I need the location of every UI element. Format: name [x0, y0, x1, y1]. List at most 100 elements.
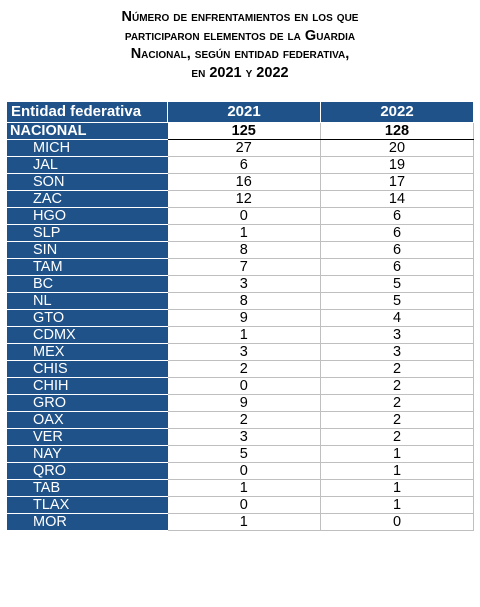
- entity-cell: SON: [6, 173, 168, 191]
- value-2022-cell: 1: [320, 462, 474, 480]
- entity-cell: NACIONAL: [6, 122, 168, 140]
- value-2022-cell: 19: [320, 156, 474, 174]
- entity-cell: GRO: [6, 394, 168, 412]
- table-row: GRO 9 2: [6, 394, 474, 412]
- table-row: GTO 9 4: [6, 309, 474, 327]
- value-2022-cell: 2: [320, 411, 474, 429]
- value-2021-cell: 2: [167, 360, 321, 378]
- value-2021-cell: 0: [167, 207, 321, 225]
- entity-cell: ZAC: [6, 190, 168, 208]
- value-2022-cell: 14: [320, 190, 474, 208]
- entity-cell: NAY: [6, 445, 168, 463]
- entity-cell: HGO: [6, 207, 168, 225]
- value-2021-cell: 16: [167, 173, 321, 191]
- value-2021-cell: 8: [167, 241, 321, 259]
- table-row: SON 16 17: [6, 173, 474, 191]
- entity-cell: JAL: [6, 156, 168, 174]
- table-row: TAB 1 1: [6, 479, 474, 497]
- entity-cell: CHIH: [6, 377, 168, 395]
- value-2021-cell: 1: [167, 513, 321, 531]
- value-2021-cell: 125: [167, 122, 321, 140]
- value-2021-cell: 9: [167, 394, 321, 412]
- entity-cell: TAB: [6, 479, 168, 497]
- table-row: ZAC 12 14: [6, 190, 474, 208]
- table-row: MOR 1 0: [6, 513, 474, 531]
- table-header-row: Entidad federativa 2021 2022: [6, 101, 474, 123]
- value-2021-cell: 0: [167, 377, 321, 395]
- entity-cell: TAM: [6, 258, 168, 276]
- value-2022-cell: 3: [320, 326, 474, 344]
- value-2021-cell: 27: [167, 139, 321, 157]
- value-2021-cell: 8: [167, 292, 321, 310]
- table-row-national: NACIONAL 125 128: [6, 122, 474, 140]
- table-row: JAL 6 19: [6, 156, 474, 174]
- entity-cell: OAX: [6, 411, 168, 429]
- value-2021-cell: 0: [167, 496, 321, 514]
- entity-cell: CHIS: [6, 360, 168, 378]
- value-2022-cell: 17: [320, 173, 474, 191]
- value-2021-cell: 0: [167, 462, 321, 480]
- header-2021: 2021: [167, 101, 321, 123]
- entity-cell: BC: [6, 275, 168, 293]
- value-2022-cell: 4: [320, 309, 474, 327]
- value-2021-cell: 9: [167, 309, 321, 327]
- title-line-3: Nacional, según entidad federativa,: [130, 46, 350, 62]
- header-2022: 2022: [320, 101, 474, 123]
- value-2021-cell: 6: [167, 156, 321, 174]
- entity-cell: NL: [6, 292, 168, 310]
- table-row: MEX 3 3: [6, 343, 474, 361]
- value-2022-cell: 20: [320, 139, 474, 157]
- value-2022-cell: 2: [320, 360, 474, 378]
- title-line-2: participaron elementos de la Guardia: [124, 27, 356, 44]
- table-row: CHIH 0 2: [6, 377, 474, 395]
- confrontations-table: Entidad federativa 2021 2022 NACIONAL 125…: [6, 101, 474, 531]
- table-row: NAY 5 1: [6, 445, 474, 463]
- value-2022-cell: 6: [320, 207, 474, 225]
- table-row: NL 8 5: [6, 292, 474, 310]
- value-2022-cell: 6: [320, 224, 474, 242]
- entity-cell: CDMX: [6, 326, 168, 344]
- title-line-4: en 2021 y 2022: [191, 64, 289, 81]
- value-2022-cell: 1: [320, 445, 474, 463]
- entity-cell: TLAX: [6, 496, 168, 514]
- value-2021-cell: 3: [167, 428, 321, 446]
- table-row: TAM 7 6: [6, 258, 474, 276]
- table-body: NACIONAL 125 128 MICH 27 20 JAL 6 19 SON 16 17 ZAC 12…: [6, 122, 474, 531]
- table-row: SIN 8 6: [6, 241, 474, 259]
- value-2021-cell: 3: [167, 275, 321, 293]
- entity-cell: QRO: [6, 462, 168, 480]
- page-title: Número de enfrentamientos en los que par…: [0, 8, 480, 82]
- entity-cell: SLP: [6, 224, 168, 242]
- table-row: CDMX 1 3: [6, 326, 474, 344]
- value-2021-cell: 12: [167, 190, 321, 208]
- title-line-1: Número de enfrentamientos en los que: [121, 9, 359, 25]
- entity-cell: MEX: [6, 343, 168, 361]
- value-2021-cell: 1: [167, 479, 321, 497]
- entity-cell: GTO: [6, 309, 168, 327]
- table-row: SLP 1 6: [6, 224, 474, 242]
- table-row: QRO 0 1: [6, 462, 474, 480]
- entity-cell: VER: [6, 428, 168, 446]
- value-2022-cell: 2: [320, 394, 474, 412]
- value-2022-cell: 5: [320, 292, 474, 310]
- value-2021-cell: 1: [167, 224, 321, 242]
- value-2022-cell: 6: [320, 241, 474, 259]
- value-2022-cell: 2: [320, 428, 474, 446]
- entity-cell: MICH: [6, 139, 168, 157]
- value-2022-cell: 6: [320, 258, 474, 276]
- table-row: VER 3 2: [6, 428, 474, 446]
- value-2022-cell: 0: [320, 513, 474, 531]
- value-2021-cell: 1: [167, 326, 321, 344]
- table-row: MICH 27 20: [6, 139, 474, 157]
- value-2022-cell: 128: [320, 122, 474, 140]
- value-2022-cell: 2: [320, 377, 474, 395]
- table-row: TLAX 0 1: [6, 496, 474, 514]
- header-entidad: Entidad federativa: [6, 101, 168, 123]
- table-row: CHIS 2 2: [6, 360, 474, 378]
- entity-cell: MOR: [6, 513, 168, 531]
- value-2022-cell: 1: [320, 496, 474, 514]
- value-2021-cell: 2: [167, 411, 321, 429]
- value-2021-cell: 3: [167, 343, 321, 361]
- entity-cell: SIN: [6, 241, 168, 259]
- value-2021-cell: 7: [167, 258, 321, 276]
